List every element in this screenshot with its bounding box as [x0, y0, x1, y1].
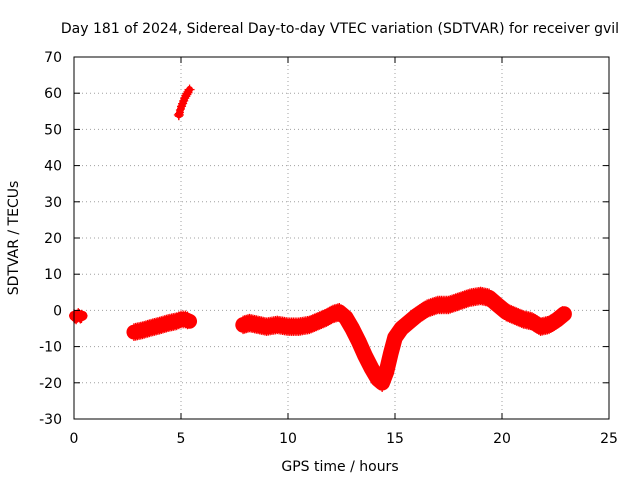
data-point-marker — [514, 308, 523, 317]
data-point-marker — [380, 378, 389, 387]
data-point-marker — [317, 310, 326, 319]
data-point-marker — [308, 324, 317, 333]
y-tick-label: 30 — [44, 195, 62, 211]
data-point-marker — [320, 319, 329, 328]
data-point-marker — [382, 373, 391, 382]
data-point-marker — [515, 319, 524, 328]
data-point-marker — [378, 384, 387, 393]
data-point-marker — [313, 322, 322, 331]
data-point-marker — [505, 314, 514, 323]
data-point-marker — [509, 305, 518, 314]
data-point-marker — [507, 305, 516, 314]
data-point-marker — [509, 316, 518, 325]
x-tick-label: 0 — [70, 431, 79, 447]
data-point-marker — [512, 307, 521, 316]
series-line — [235, 288, 572, 391]
data-point-marker — [356, 335, 365, 344]
data-point-marker — [380, 368, 389, 377]
y-tick-label: 70 — [44, 50, 62, 66]
endpoint-marker — [238, 319, 249, 330]
data-point-marker — [384, 364, 393, 373]
data-point-marker — [514, 318, 523, 327]
data-point-marker — [421, 300, 430, 309]
data-point-marker — [510, 306, 519, 315]
data-point-marker — [305, 326, 314, 335]
data-point-marker — [305, 315, 314, 324]
y-tick-label: 50 — [44, 122, 62, 138]
y-tick-label: -10 — [39, 340, 62, 356]
y-tick-label: -20 — [39, 376, 62, 392]
data-point-marker — [505, 304, 514, 313]
data-point-marker — [515, 308, 524, 317]
endpoint-marker — [173, 109, 184, 120]
data-point-marker — [315, 311, 324, 320]
y-tick-label: 60 — [44, 86, 62, 102]
endpoint-marker — [77, 310, 88, 321]
x-tick-label: 25 — [600, 431, 618, 447]
data-point-marker — [310, 323, 319, 332]
data-point-marker — [503, 314, 512, 323]
chart-title: Day 181 of 2024, Sidereal Day-to-day VTE… — [61, 21, 619, 37]
data-point-marker — [359, 342, 368, 351]
x-tick-label: 20 — [493, 431, 511, 447]
data-point-marker — [388, 346, 397, 355]
data-point-marker — [340, 307, 349, 316]
endpoint-marker — [128, 327, 139, 338]
data-point-marker — [510, 317, 519, 326]
data-point-marker — [310, 313, 319, 322]
data-point-marker — [317, 321, 326, 330]
data-point-marker — [558, 306, 567, 315]
data-point-marker — [386, 355, 395, 364]
tick-label-layer: 0 5 10 15 20 25 -30 -20 -10 0 10 20 30 40 50 60 70 — [39, 50, 618, 447]
data-point-marker — [517, 319, 526, 328]
data-point-marker — [315, 321, 324, 330]
data-point-marker — [512, 317, 521, 326]
data-point-marker — [313, 312, 322, 321]
y-tick-label: 0 — [53, 303, 62, 319]
data-point-marker — [312, 323, 321, 332]
data-point-marker — [183, 311, 192, 320]
x-axis-label: GPS time / hours — [281, 459, 398, 475]
x-tick-label: 15 — [386, 431, 404, 447]
y-tick-label: 20 — [44, 231, 62, 247]
data-point-marker — [340, 317, 349, 326]
x-tick-label: 5 — [177, 431, 186, 447]
data-point-marker — [307, 325, 316, 334]
tick-layer — [73, 56, 610, 420]
data-point-marker — [357, 339, 366, 348]
data-point-marker — [502, 313, 511, 322]
data-point-marker — [307, 314, 316, 323]
series-layer — [69, 84, 572, 393]
data-point-marker — [312, 312, 321, 321]
data-point-marker — [319, 320, 328, 329]
endpoint-marker — [559, 309, 570, 320]
data-point-marker — [320, 309, 329, 318]
data-point-marker — [421, 311, 430, 320]
data-point-marker — [354, 331, 363, 340]
data-point-marker — [308, 314, 317, 323]
data-point-marker — [556, 317, 565, 326]
data-point-marker — [507, 315, 516, 324]
y-tick-label: 10 — [44, 267, 62, 283]
series-line — [126, 311, 198, 340]
data-point-marker — [558, 316, 567, 325]
y-tick-label: 40 — [44, 159, 62, 175]
y-tick-label: -30 — [39, 412, 62, 428]
x-tick-label: 10 — [279, 431, 297, 447]
endpoint-marker — [184, 84, 195, 95]
y-axis-label: SDTVAR / TECUs — [6, 181, 22, 296]
data-point-marker — [502, 302, 511, 311]
data-point-marker — [517, 309, 526, 318]
data-point-marker — [503, 303, 512, 312]
data-point-marker — [319, 309, 328, 318]
endpoint-marker — [184, 316, 195, 327]
